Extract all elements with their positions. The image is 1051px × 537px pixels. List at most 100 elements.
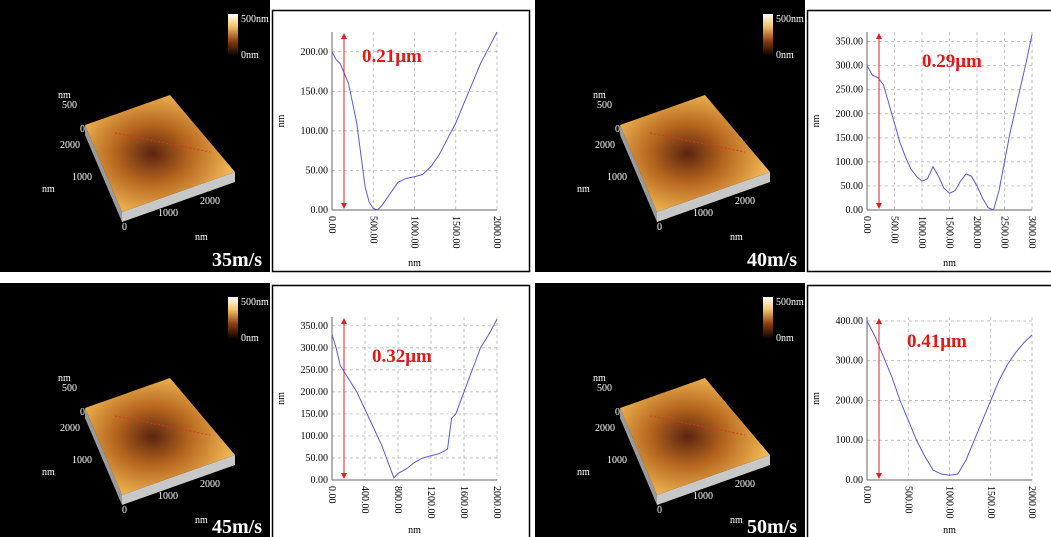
colorbar-max: 500nm [241,297,269,308]
y-tick-label: 350.00 [836,37,864,48]
x-tick-label: 0.00 [326,216,337,234]
height-annotation: 0.29μm [922,51,982,72]
y-tick-label: 50.00 [306,453,329,464]
x-tick-label: 500.00 [902,486,913,514]
y-tick-label: 100.00 [301,126,329,137]
chart: 0.00 50.00 100.00 150.00 200.00 0.00 500.00 100… [271,9,531,273]
x-tick-label: 3000.00 [1026,216,1037,249]
afm-colorbar [228,14,238,56]
profile-line [866,320,1033,476]
y-tick-label: 0 [122,222,127,233]
arrow-head [341,473,347,479]
y-tick-label: 0 [657,222,662,233]
y-tick-label: 0 [657,505,662,516]
arrow-head [341,318,347,324]
y-tick-label: 250.00 [836,85,864,96]
x-tick-label: 1600.00 [458,486,469,519]
afm-side [657,172,770,222]
colorbar-min: 0nm [776,333,794,344]
colorbar-min: 0nm [241,50,259,61]
afm-surface [85,95,235,212]
x-tick-label: 500.00 [889,216,900,244]
y-tick-label: 150.00 [301,409,329,420]
speed-label: 40m/s [747,249,797,271]
arrow-head [341,33,347,39]
y-tick-label: 200.00 [836,395,864,406]
z-tick-label: 500 [597,383,612,394]
x-tick-label: 2000.00 [1026,486,1037,519]
x-tick-label: 500.00 [367,216,378,244]
x-tick-label: 1500.00 [985,486,996,519]
afm-side [85,125,122,222]
y-tick-label: 0.00 [311,475,329,486]
x-tick-label: 1500.00 [450,216,461,249]
arrow-head [876,318,882,324]
y-axis-label: nm [276,114,287,127]
y-tick-label: 2000 [595,140,615,151]
afm-side [620,125,657,222]
chart-frame [271,9,531,273]
afm-profile-line [649,415,746,436]
y-tick-label: 100.00 [301,431,329,442]
afm-colorbar [763,14,773,56]
y-tick-label: 200.00 [301,387,329,398]
chart: 0.00 100.00 200.00 300.00 400.00 0.00 500.00 10… [806,284,1051,537]
y-tick-label: 50.00 [306,165,329,176]
afm-profile-line [649,132,746,153]
z-axis-label: nm [593,90,606,101]
chart-frame [806,284,1051,537]
arrow-head [876,33,882,39]
y-axis-label: nm [42,467,55,478]
y-tick-label: 1000 [72,172,92,183]
y-axis-label: nm [42,184,55,195]
speed-label: 50m/s [747,516,797,537]
y-tick-label: 100.00 [836,157,864,168]
y-tick-label: 1000 [607,455,627,466]
y-tick-label: 1000 [607,172,627,183]
y-axis-label: nm [577,467,590,478]
profile-line [331,318,498,479]
y-tick-label: 150.00 [301,86,329,97]
y-tick-label: 400.00 [836,316,864,327]
speed-label: 35m/s [212,249,262,271]
afm-side [122,172,235,222]
y-tick-label: 300.00 [836,356,864,367]
y-tick-label: 2000 [595,423,615,434]
x-tick-label: 2000 [735,479,755,490]
x-tick-label: 800.00 [392,486,403,514]
y-tick-label: 0 [122,505,127,516]
colorbar-max: 500nm [776,14,804,25]
y-tick-label: 2000 [60,140,80,151]
arrow-head [341,203,347,209]
chart-frame [271,284,531,537]
y-tick-label: 50.00 [841,181,864,192]
afm-colorbar [228,297,238,339]
y-tick-label: 150.00 [836,133,864,144]
chart: 0.00 50.00 100.00 150.00 200.00 250.00 300.00 3… [806,9,1051,273]
x-axis-label: nm [408,525,421,536]
z-tick-label: 0 [615,124,620,135]
x-tick-label: 400.00 [359,486,370,514]
afm-side [85,408,122,505]
y-axis-label: nm [276,392,287,405]
y-tick-label: 2000 [60,423,80,434]
z-axis-label: nm [58,90,71,101]
colorbar-max: 500nm [776,297,804,308]
chart: 0.00 50.00 100.00 150.00 200.00 250.00 300.00 3… [271,284,531,537]
x-tick-label: 2000 [735,196,755,207]
x-tick-label: 1000 [693,491,713,502]
colorbar-min: 0nm [776,50,794,61]
afm-surface [85,378,235,495]
x-tick-label: 1000.00 [916,216,927,249]
y-tick-label: 100.00 [836,435,864,446]
speed-label: 45m/s [212,516,262,537]
y-tick-label: 1000 [72,455,92,466]
height-annotation: 0.32μm [372,346,432,367]
afm-surface [620,95,770,212]
z-tick-label: 500 [597,100,612,111]
x-tick-label: 2000 [200,196,220,207]
x-axis-label: nm [195,515,208,526]
